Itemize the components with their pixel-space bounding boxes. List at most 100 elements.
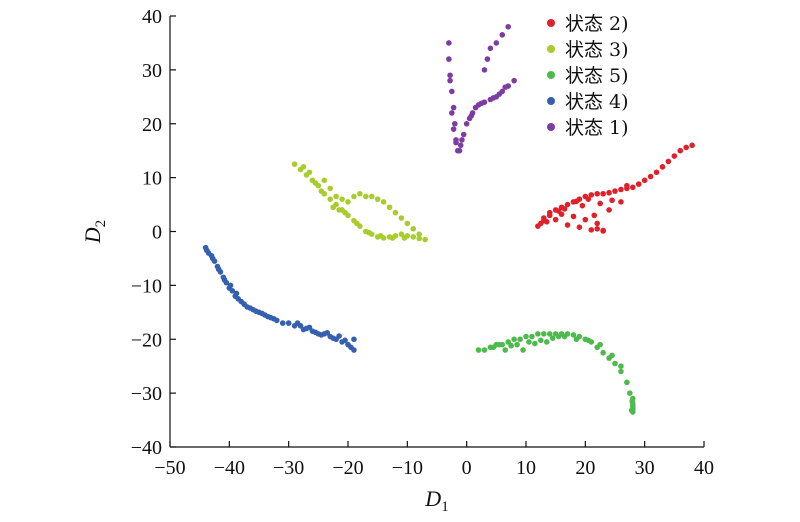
data-point	[659, 164, 666, 170]
data-point	[357, 190, 363, 197]
data-point	[450, 126, 457, 132]
data-point	[365, 229, 372, 236]
data-point	[330, 204, 336, 211]
data-point	[582, 216, 589, 223]
data-point	[624, 379, 630, 386]
data-point	[247, 305, 253, 311]
data-point	[618, 186, 624, 193]
data-point	[490, 95, 497, 101]
data-point	[300, 326, 307, 333]
data-point	[671, 153, 678, 159]
data-point	[327, 185, 334, 192]
data-point	[386, 204, 393, 211]
data-point	[520, 347, 526, 353]
data-point	[398, 215, 405, 221]
data-point	[555, 208, 562, 214]
data-point	[600, 227, 606, 234]
data-point	[561, 333, 568, 340]
axes: −50 −40 −30 −20 −10 0 10 20 30 40 −40−30−20−10010…	[131, 6, 714, 479]
y-tick-label: 10	[142, 168, 162, 190]
data-point	[463, 120, 470, 127]
x-tick-label: 40	[694, 457, 714, 479]
x-tick-label: 30	[635, 457, 655, 479]
data-point	[452, 120, 458, 127]
data-point	[450, 104, 457, 111]
data-point	[505, 339, 512, 345]
data-point	[606, 207, 612, 213]
data-point	[279, 320, 286, 326]
data-points	[202, 23, 695, 415]
data-point	[410, 234, 417, 240]
data-point	[529, 333, 535, 340]
series-3-points	[475, 331, 636, 415]
data-point	[336, 333, 342, 339]
legend-label: 状态 5)	[565, 65, 629, 87]
data-point	[351, 193, 357, 200]
x-tick-label: −30	[273, 457, 304, 479]
data-point	[339, 196, 345, 202]
x-tick-label: 10	[516, 457, 536, 479]
y-axis-ticks: −40 −30 −20 −10 0 10 20 30 40	[131, 6, 176, 459]
data-point	[330, 335, 336, 341]
data-point	[624, 182, 630, 189]
data-point	[597, 341, 603, 348]
y-axis-label-subscript: 2	[93, 220, 109, 228]
data-point	[446, 40, 452, 46]
data-point	[318, 332, 325, 338]
legend-marker	[547, 19, 555, 27]
data-point	[351, 347, 357, 353]
data-point	[291, 161, 298, 167]
data-point	[635, 181, 642, 187]
data-point	[312, 180, 319, 186]
x-tick-label: −20	[332, 457, 363, 479]
data-point	[499, 32, 506, 38]
x-axis-label: D1	[424, 486, 448, 515]
data-point	[627, 390, 633, 396]
data-point	[233, 290, 240, 297]
data-point	[271, 315, 277, 322]
y-tick-label: 30	[142, 60, 162, 82]
data-point	[502, 84, 509, 90]
data-point	[447, 77, 453, 84]
data-point	[410, 226, 417, 232]
data-point	[609, 352, 615, 359]
data-point	[209, 255, 216, 262]
data-point	[351, 336, 357, 343]
data-point	[629, 398, 636, 405]
legend-label: 状态 2)	[565, 13, 629, 35]
data-point	[585, 337, 592, 344]
data-point	[597, 200, 603, 207]
series-2-points	[291, 161, 428, 243]
data-point	[481, 67, 488, 73]
data-point	[327, 196, 334, 202]
data-point	[447, 72, 453, 79]
series-4-points	[202, 244, 357, 353]
x-tick-label: 20	[575, 457, 595, 479]
data-point	[541, 215, 547, 221]
data-point	[459, 137, 465, 143]
data-point	[496, 341, 503, 348]
data-point	[588, 192, 595, 198]
data-point	[342, 209, 348, 216]
data-point	[541, 331, 547, 337]
data-point	[594, 226, 600, 232]
y-tick-label: 20	[142, 114, 162, 136]
data-point	[496, 91, 503, 97]
data-point	[368, 193, 375, 200]
x-tick-label: −50	[154, 457, 185, 479]
data-point	[517, 336, 523, 343]
data-point	[600, 349, 606, 356]
x-axis-label-main: D	[424, 486, 441, 511]
data-point	[600, 190, 606, 197]
data-point	[487, 45, 494, 52]
data-point	[318, 188, 325, 194]
data-point	[416, 235, 423, 242]
data-point	[555, 333, 562, 340]
data-point	[549, 335, 556, 341]
data-point	[677, 147, 684, 154]
data-point	[374, 196, 381, 202]
data-point	[570, 332, 577, 338]
data-point	[628, 407, 635, 414]
data-point	[579, 202, 586, 209]
data-point	[546, 209, 553, 216]
